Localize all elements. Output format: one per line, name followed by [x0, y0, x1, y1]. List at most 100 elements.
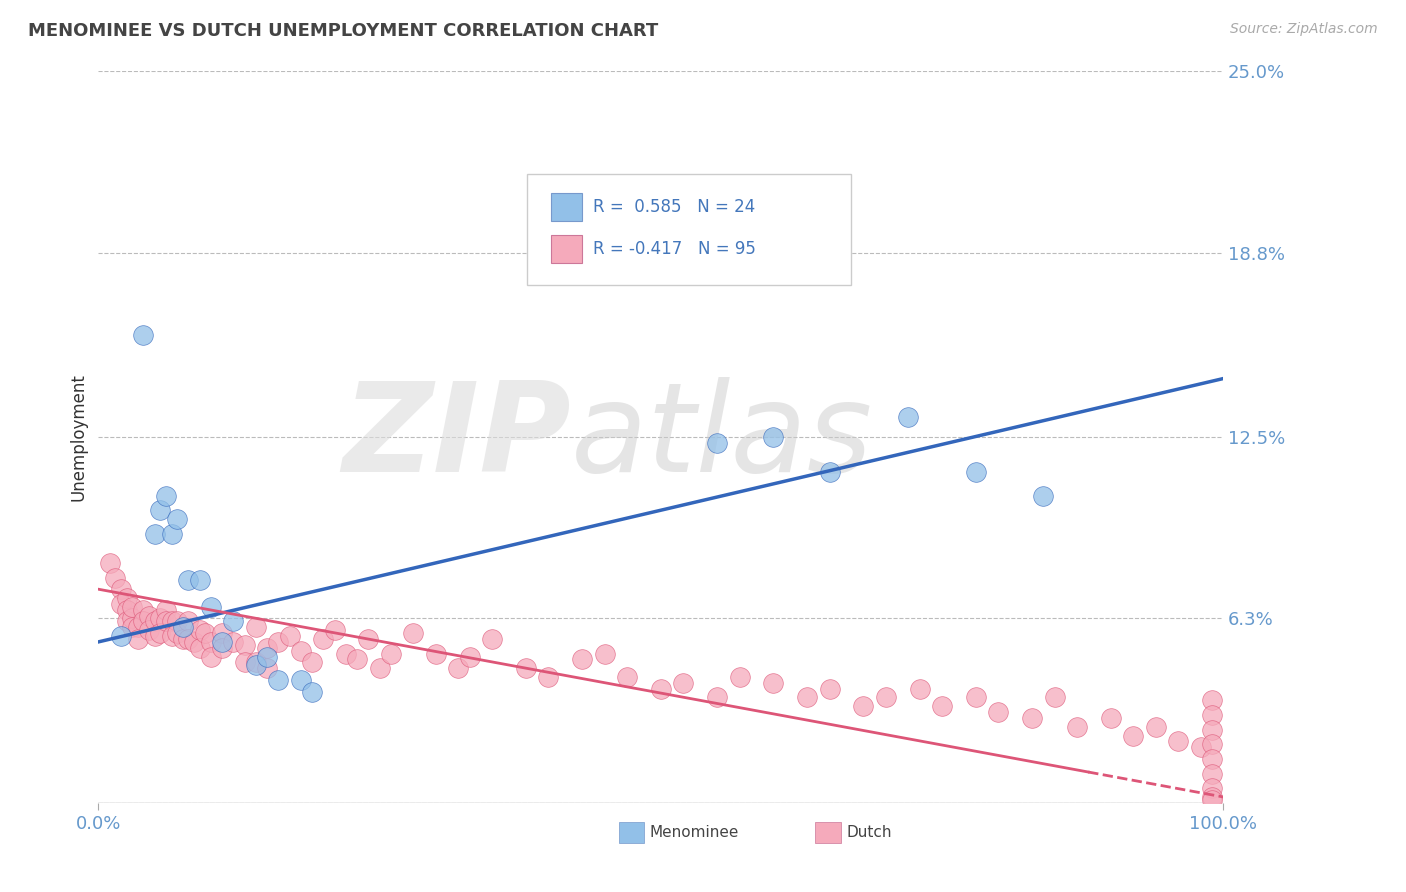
Point — [233, 656, 256, 670]
Point — [1201, 766, 1223, 780]
Point — [368, 661, 391, 675]
Point — [1201, 781, 1223, 796]
Point — [138, 608, 160, 623]
Point — [211, 640, 233, 655]
Point — [1201, 723, 1223, 737]
Point — [172, 632, 194, 646]
Point — [149, 626, 172, 640]
Point — [965, 690, 987, 705]
Point — [256, 649, 278, 664]
Point — [908, 681, 931, 696]
Point — [425, 647, 447, 661]
Y-axis label: Unemployment: Unemployment — [69, 373, 87, 501]
Point — [1201, 708, 1223, 723]
Text: ZIP: ZIP — [342, 376, 571, 498]
Point — [1021, 711, 1043, 725]
Point — [121, 620, 143, 634]
Text: R = -0.417   N = 95: R = -0.417 N = 95 — [593, 240, 756, 258]
Point — [515, 661, 537, 675]
Point — [301, 656, 323, 670]
Point — [211, 635, 233, 649]
Point — [762, 430, 785, 444]
Point — [458, 649, 481, 664]
Point — [1167, 734, 1189, 748]
Point — [481, 632, 503, 646]
Point — [115, 591, 138, 605]
Point — [143, 526, 166, 541]
Point — [706, 436, 728, 450]
Point — [222, 635, 245, 649]
Point — [155, 489, 177, 503]
Point — [188, 623, 211, 637]
Point — [143, 629, 166, 643]
Point — [211, 626, 233, 640]
Point — [245, 658, 267, 673]
Point — [177, 632, 200, 646]
Point — [346, 652, 368, 666]
Point — [166, 626, 188, 640]
Text: MENOMINEE VS DUTCH UNEMPLOYMENT CORRELATION CHART: MENOMINEE VS DUTCH UNEMPLOYMENT CORRELAT… — [28, 22, 658, 40]
Point — [222, 615, 245, 629]
Point — [155, 603, 177, 617]
Point — [1066, 720, 1088, 734]
Point — [132, 615, 155, 629]
Point — [796, 690, 818, 705]
Point — [987, 705, 1010, 719]
Point — [149, 611, 172, 625]
Text: R =  0.585   N = 24: R = 0.585 N = 24 — [593, 198, 755, 216]
Point — [267, 673, 290, 687]
Point — [245, 620, 267, 634]
Point — [672, 676, 695, 690]
Point — [160, 629, 183, 643]
Point — [256, 640, 278, 655]
Point — [110, 582, 132, 597]
Point — [965, 465, 987, 479]
Text: Dutch: Dutch — [846, 825, 891, 839]
Point — [706, 690, 728, 705]
Point — [194, 626, 217, 640]
Point — [110, 629, 132, 643]
Point — [160, 526, 183, 541]
Point — [402, 626, 425, 640]
Point — [312, 632, 335, 646]
Point — [188, 640, 211, 655]
Point — [278, 629, 301, 643]
Point — [200, 649, 222, 664]
Point — [380, 647, 402, 661]
Point — [166, 615, 188, 629]
Point — [177, 615, 200, 629]
Point — [616, 670, 638, 684]
Point — [267, 635, 290, 649]
Point — [593, 647, 616, 661]
Point — [121, 611, 143, 625]
Point — [818, 681, 841, 696]
Point — [233, 638, 256, 652]
Point — [98, 556, 121, 570]
Point — [1201, 752, 1223, 766]
Point — [188, 574, 211, 588]
Point — [115, 615, 138, 629]
Point — [1201, 737, 1223, 751]
Point — [104, 570, 127, 584]
Point — [301, 684, 323, 698]
Point — [875, 690, 897, 705]
Point — [1099, 711, 1122, 725]
Point — [200, 599, 222, 614]
Point — [323, 623, 346, 637]
Point — [1201, 793, 1223, 807]
Point — [762, 676, 785, 690]
Point — [160, 615, 183, 629]
Point — [127, 620, 149, 634]
Point — [728, 670, 751, 684]
Text: Menominee: Menominee — [650, 825, 740, 839]
Point — [1043, 690, 1066, 705]
Point — [166, 512, 188, 526]
Text: Source: ZipAtlas.com: Source: ZipAtlas.com — [1230, 22, 1378, 37]
Point — [149, 503, 172, 517]
Point — [1201, 789, 1223, 804]
Point — [177, 574, 200, 588]
Point — [132, 327, 155, 342]
Point — [245, 656, 267, 670]
Point — [183, 635, 205, 649]
Point — [290, 673, 312, 687]
